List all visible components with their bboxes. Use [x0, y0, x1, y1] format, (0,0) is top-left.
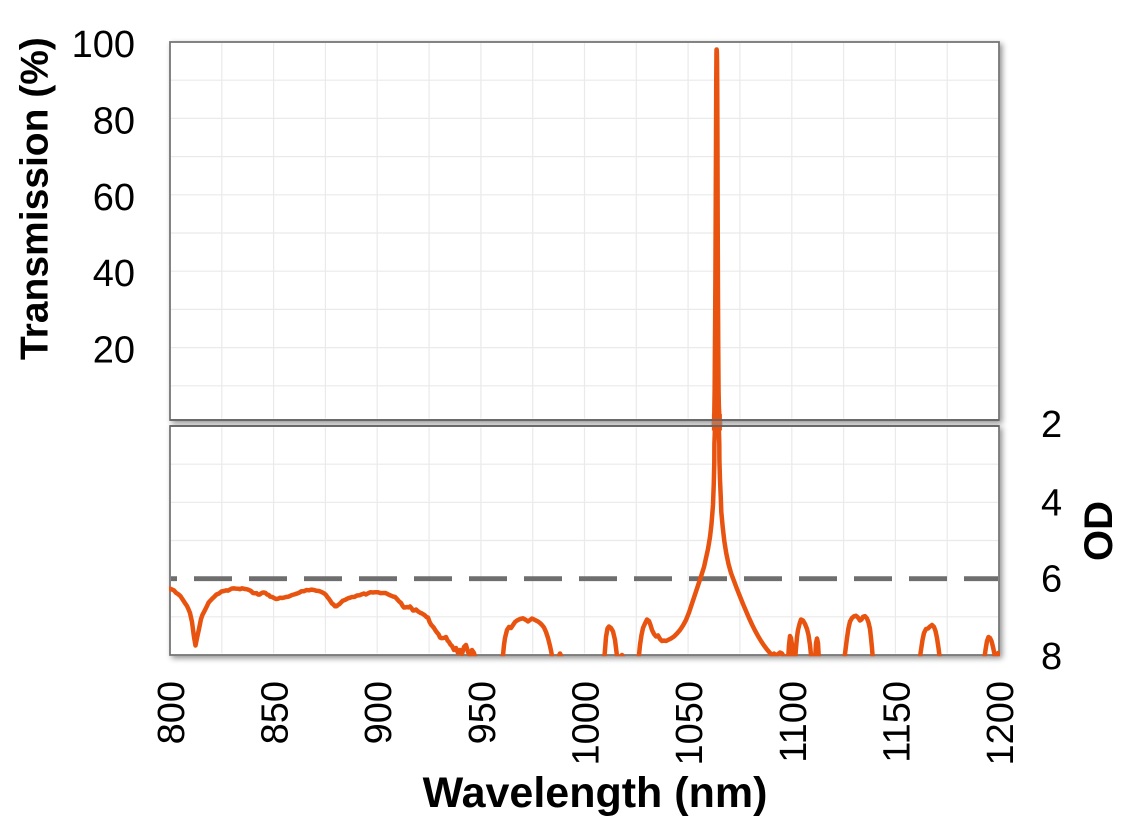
svg-text:Transmission (%): Transmission (%)	[14, 37, 57, 360]
svg-text:950: 950	[462, 681, 504, 744]
svg-text:40: 40	[93, 253, 135, 295]
svg-text:20: 20	[93, 330, 135, 372]
svg-text:1150: 1150	[876, 681, 918, 763]
svg-text:1000: 1000	[566, 681, 608, 766]
svg-text:80: 80	[93, 100, 135, 142]
svg-text:8: 8	[1041, 636, 1062, 678]
svg-text:900: 900	[358, 681, 400, 744]
svg-text:100: 100	[72, 24, 135, 66]
svg-text:4: 4	[1041, 482, 1062, 524]
svg-text:1100: 1100	[773, 681, 815, 763]
svg-text:1200: 1200	[980, 681, 1022, 766]
svg-text:60: 60	[93, 177, 135, 219]
svg-text:800: 800	[151, 681, 193, 744]
svg-text:6: 6	[1041, 559, 1062, 601]
svg-text:850: 850	[255, 681, 297, 744]
svg-text:Wavelength (nm): Wavelength (nm)	[423, 769, 768, 817]
svg-text:2: 2	[1041, 404, 1062, 446]
svg-text:1050: 1050	[669, 681, 711, 766]
svg-text:OD: OD	[1077, 501, 1121, 561]
